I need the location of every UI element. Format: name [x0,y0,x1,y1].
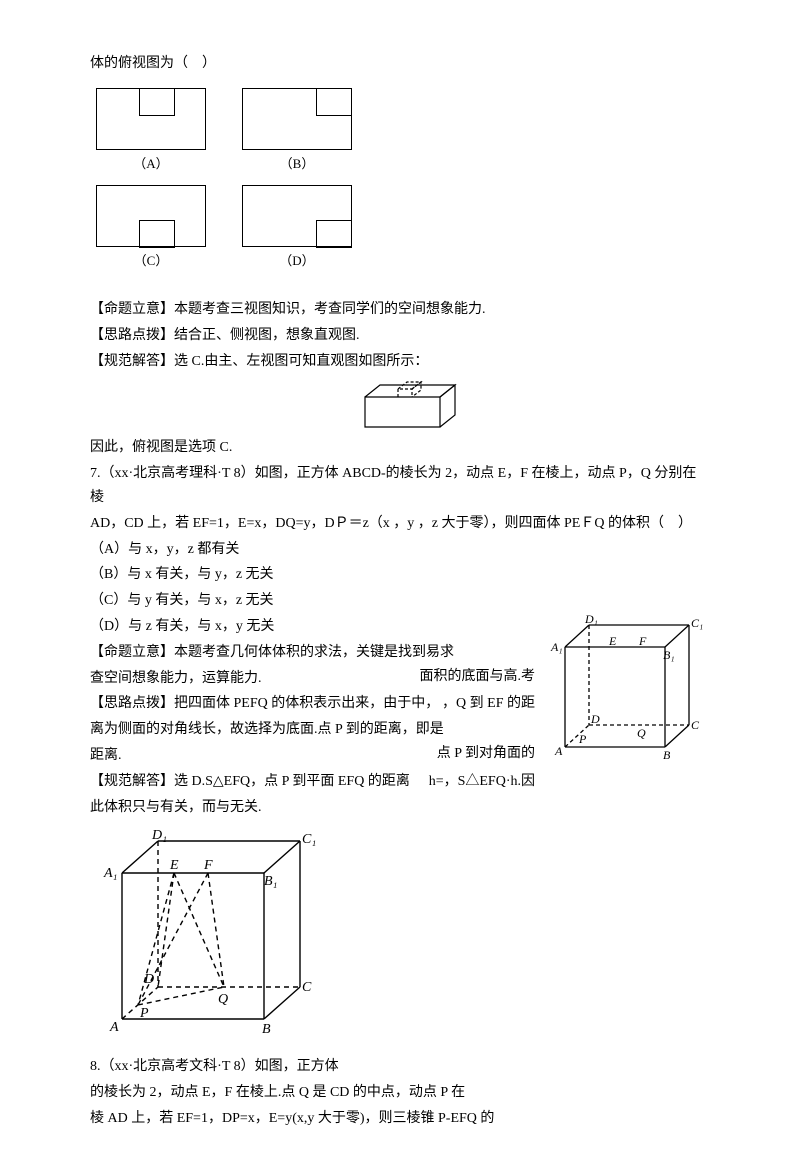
q7-opt-c: （C）与 y 有关，与 x，z 无关 [90,589,710,613]
cube-label-a1: A₁ [550,640,563,654]
option-diagrams: （A） （B） （C） （D） [96,88,710,272]
cube-label-q: Q [637,726,646,740]
svg-text:D: D [143,972,154,987]
q8-l2: 的棱长为 2，动点 E，F 在棱上.点 Q 是 CD 的中点，动点 P 在 [90,1081,710,1105]
svg-text:B₁: B₁ [264,874,277,889]
q6-intro: 体的俯视图为（ ） [90,52,710,76]
q6-analysis-4: 因此，俯视图是选项 C. [90,436,710,460]
svg-text:E: E [169,858,179,873]
q7-a3c: 此体积只与有关，而与无关. [90,796,710,820]
option-c: （C） [96,185,206,272]
q7-big-cube-diagram: D₁ C₁ A₁ B₁ E F D C A B P Q [96,827,710,1051]
svg-text:C: C [302,980,312,995]
q6-analysis-2: 【思路点拨】结合正、侧视图，想象直观图. [90,324,710,348]
option-d-label: （D） [242,250,352,272]
svg-text:B: B [262,1022,271,1037]
svg-text:Q: Q [218,992,228,1007]
option-a-label: （A） [96,153,206,175]
cube-label-p: P [578,732,587,746]
q7-opt-b: （B）与 x 有关，与 y，z 无关 [90,563,710,587]
svg-text:F: F [203,858,213,873]
q6-analysis-1: 【命题立意】本题考查三视图知识，考查同学们的空间想象能力. [90,298,710,322]
cube-label-d: D [590,712,600,726]
cube-label-f: F [638,634,647,648]
svg-text:A: A [109,1020,119,1035]
option-a: （A） [96,88,206,175]
q6-analysis-3: 【规范解答】选 C.由主、左视图可知直观图如图所示： [90,350,710,374]
q7-stem-1: 7.（xx·北京高考理科·T 8）如图，正方体 ABCD-的棱长为 2，动点 E… [90,462,710,510]
cube-label-b: B [663,748,671,762]
option-c-label: （C） [96,250,206,272]
cube-label-e: E [608,634,617,648]
svg-text:P: P [139,1006,149,1021]
option-d: （D） [242,185,352,272]
svg-text:C₁: C₁ [302,832,316,847]
cube-label-c1: C₁ [691,616,703,630]
cube-label-d1: D₁ [584,615,598,626]
cube-label-c: C [691,718,700,732]
svg-text:A₁: A₁ [103,866,117,881]
svg-text:D₁: D₁ [151,828,167,843]
cube-label-b1: B₁ [663,648,675,662]
intuitive-diagram [350,377,470,432]
q7-stem-2: AD，CD 上，若 EF=1，E=x，DQ=y，DＰ＝z（x ，y ，z 大于零… [90,512,710,536]
q7-cube-diagram: D₁ C₁ A₁ B₁ E F D C A B P Q [545,615,710,779]
q8-l3: 棱 AD 上，若 EF=1，DP=x，E=y(x,y 大于零)，则三棱锥 P-E… [90,1107,710,1131]
cube-label-a: A [554,744,563,758]
option-b: （B） [242,88,352,175]
q7-opt-a: （A）与 x，y，z 都有关 [90,538,710,562]
option-b-label: （B） [242,153,352,175]
q8-l1: 8.（xx·北京高考文科·T 8）如图，正方体 [90,1055,710,1079]
